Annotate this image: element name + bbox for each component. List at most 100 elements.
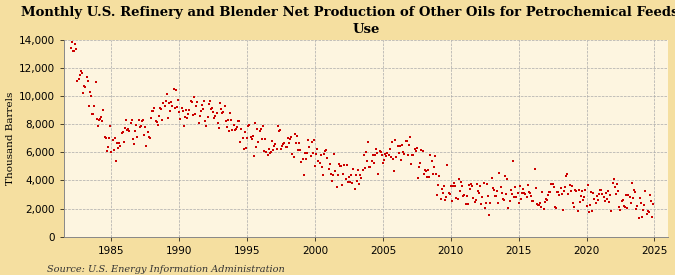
Point — [240, 130, 250, 134]
Point — [426, 159, 437, 164]
Point — [194, 114, 205, 118]
Point — [305, 154, 316, 159]
Point — [408, 153, 419, 157]
Point — [510, 185, 520, 189]
Point — [136, 119, 147, 123]
Point — [256, 137, 267, 141]
Point — [344, 175, 354, 179]
Point — [522, 183, 533, 188]
Point — [494, 171, 505, 175]
Point — [481, 182, 492, 186]
Point — [576, 194, 587, 199]
Point — [128, 137, 138, 141]
Point — [641, 212, 652, 216]
Point — [551, 205, 562, 210]
Point — [506, 188, 516, 192]
Point — [481, 201, 491, 205]
Point — [166, 100, 177, 104]
Point — [310, 152, 321, 156]
Point — [169, 106, 180, 110]
Point — [369, 160, 379, 165]
Point — [101, 136, 111, 140]
Point — [245, 135, 256, 139]
Point — [568, 201, 578, 206]
Point — [207, 106, 217, 111]
Point — [297, 157, 308, 161]
Point — [454, 177, 464, 181]
Point — [287, 152, 298, 156]
Point — [451, 196, 462, 201]
Point — [406, 162, 416, 166]
Point — [285, 137, 296, 141]
Point — [142, 130, 153, 134]
Point — [87, 111, 98, 116]
Point — [74, 73, 85, 78]
Point — [233, 119, 244, 123]
Point — [278, 142, 289, 147]
Point — [68, 49, 78, 53]
Point — [335, 164, 346, 169]
Point — [115, 144, 126, 148]
Point — [103, 145, 113, 149]
Point — [623, 193, 634, 197]
Point — [562, 172, 572, 176]
Point — [312, 146, 323, 151]
Point — [352, 178, 362, 183]
Point — [464, 183, 475, 187]
Point — [521, 195, 532, 200]
Point — [230, 127, 241, 131]
Point — [528, 198, 539, 203]
Point — [260, 137, 271, 141]
Point — [198, 99, 209, 104]
Point — [389, 169, 400, 174]
Point — [322, 156, 333, 161]
Point — [158, 101, 169, 105]
Point — [512, 191, 523, 196]
Point — [160, 99, 171, 104]
Point — [566, 188, 576, 193]
Point — [621, 193, 632, 197]
Point — [516, 191, 527, 196]
Point — [175, 117, 186, 121]
Point — [140, 125, 151, 129]
Point — [144, 136, 155, 140]
Point — [133, 117, 144, 122]
Point — [367, 153, 378, 157]
Point — [330, 169, 341, 173]
Point — [441, 195, 452, 199]
Point — [78, 90, 88, 95]
Point — [168, 87, 179, 91]
Point — [459, 193, 470, 197]
Point — [508, 159, 518, 163]
Point — [387, 157, 398, 161]
Point — [554, 193, 565, 197]
Point — [435, 197, 446, 202]
Point — [88, 112, 99, 117]
Point — [536, 205, 547, 210]
Point — [648, 202, 659, 206]
Point — [203, 102, 214, 106]
Point — [392, 144, 403, 148]
Point — [456, 179, 466, 184]
Point — [418, 172, 429, 177]
Point — [248, 134, 259, 138]
Point — [516, 196, 526, 201]
Point — [296, 160, 307, 164]
Point — [375, 149, 386, 154]
Point — [580, 188, 591, 192]
Point — [98, 108, 109, 112]
Point — [585, 203, 595, 207]
Point — [273, 128, 284, 133]
Point — [561, 174, 572, 178]
Point — [484, 213, 495, 217]
Point — [595, 187, 605, 192]
Point — [531, 202, 542, 206]
Point — [539, 200, 550, 204]
Point — [242, 136, 252, 141]
Point — [356, 176, 367, 180]
Point — [616, 199, 627, 203]
Point — [454, 189, 465, 193]
Point — [223, 118, 234, 122]
Point — [497, 197, 508, 202]
Point — [146, 116, 157, 120]
